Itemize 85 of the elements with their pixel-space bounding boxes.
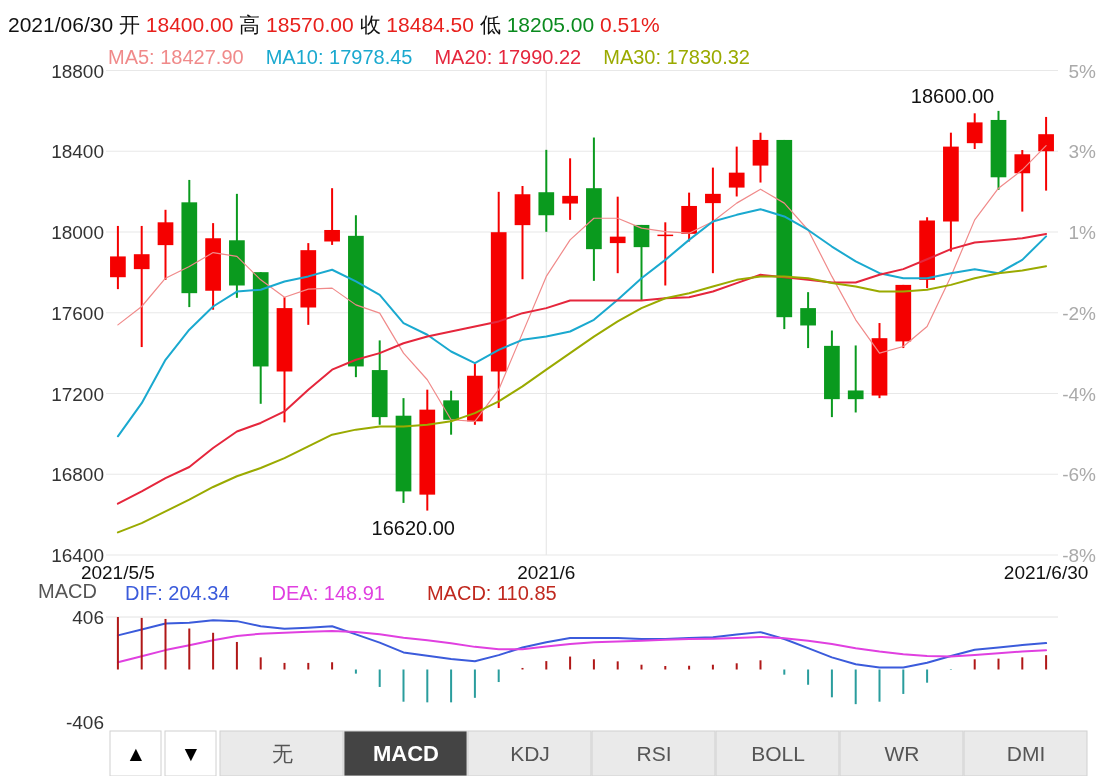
bar: [807, 669, 810, 685]
bar: [140, 617, 143, 670]
text: MA5: 18427.90: [108, 46, 244, 68]
line-series: [116, 630, 1048, 664]
candlestick: [847, 344, 864, 414]
y-tick-label: 18800: [51, 60, 104, 82]
candlestick: [324, 187, 340, 246]
chart-title: 2021/06/30 开 18400.00 高 18570.00 收 18484.50 低 18205.00 0.51%: [8, 13, 660, 36]
candlestick: [800, 291, 816, 350]
bar: [688, 665, 691, 670]
y-tick-label: 17600: [51, 302, 104, 324]
series-label: DEA: 148.91: [271, 582, 385, 604]
y-tick-label: 18400: [51, 141, 104, 163]
y2-tick-label: 1%: [1068, 222, 1097, 243]
bar: [188, 628, 191, 670]
bar: [354, 669, 357, 674]
bar: [450, 669, 453, 703]
candlestick: [110, 224, 126, 291]
text: MA20: 17990.22: [434, 46, 582, 68]
tabs: ▲ ▼ 无 MACD KDJ RSI BOLL WR DMI: [109, 730, 1088, 776]
bar: [973, 659, 976, 670]
candlestick: [966, 112, 983, 151]
bar: [997, 658, 1000, 670]
bar: [116, 617, 119, 670]
line-series: [116, 619, 1048, 669]
bar: [426, 669, 429, 703]
y-tick-label: 16800: [51, 464, 104, 486]
bar: [259, 657, 262, 670]
bar: [878, 669, 881, 702]
candlestick: [1038, 115, 1054, 192]
bar: [759, 660, 762, 670]
bar: [640, 664, 643, 670]
bar: [569, 656, 572, 670]
y2-tick-label: 5%: [1068, 60, 1097, 82]
series-label: DIF: 204.34: [125, 582, 230, 604]
bar: [1021, 657, 1024, 670]
bar: [402, 669, 405, 702]
y2-tick-label: -6%: [1062, 464, 1097, 486]
bar: [235, 641, 238, 670]
y-tick-label: 406: [72, 607, 104, 628]
bar: [545, 661, 548, 670]
bar: [307, 662, 310, 670]
bar: [283, 662, 286, 670]
bar: [473, 669, 476, 698]
candlestick: [133, 224, 150, 349]
y-tick-label: -406: [65, 712, 104, 733]
bar: [164, 618, 167, 670]
bar: [592, 659, 595, 670]
bar: [902, 669, 905, 694]
y2-tick-label: -2%: [1062, 302, 1097, 324]
bar: [926, 669, 929, 683]
y2-tick-label: 3%: [1068, 141, 1097, 163]
bar: [378, 669, 381, 687]
candlestick: [1014, 149, 1031, 213]
bar: [854, 669, 857, 705]
bar: [830, 669, 833, 698]
bar: [497, 669, 500, 683]
bar: [1045, 655, 1048, 670]
y2-tick-label: -4%: [1062, 383, 1097, 405]
bar: [331, 662, 334, 670]
text: MA10: 17978.45: [265, 46, 413, 68]
candlestick: [443, 389, 459, 436]
candlestick: [538, 148, 555, 233]
bar: [735, 663, 738, 670]
x-tick-label: 2021/6: [517, 562, 576, 583]
annotation: 18600.00: [910, 84, 995, 107]
y-tick-label: 18000: [51, 222, 104, 243]
annotation: 16620.00: [371, 516, 456, 539]
bar: [783, 669, 786, 675]
y-tick-label: 17200: [51, 383, 104, 405]
candlestick: [157, 208, 174, 281]
candlestick: [705, 166, 721, 275]
bar: [711, 664, 714, 670]
candlestick: [609, 195, 626, 275]
line-series: [116, 232, 1048, 505]
text: MA30: 17830.32: [603, 46, 750, 68]
line-series: [116, 265, 1048, 534]
line-series: [116, 208, 1048, 438]
chart-title: MACD: [38, 580, 97, 602]
candlestick: [728, 145, 745, 198]
bar: [664, 666, 667, 670]
bar: [616, 661, 619, 670]
candlestick: [562, 157, 578, 221]
bar: [212, 632, 215, 670]
text: MACD: 110.85: [426, 582, 557, 604]
